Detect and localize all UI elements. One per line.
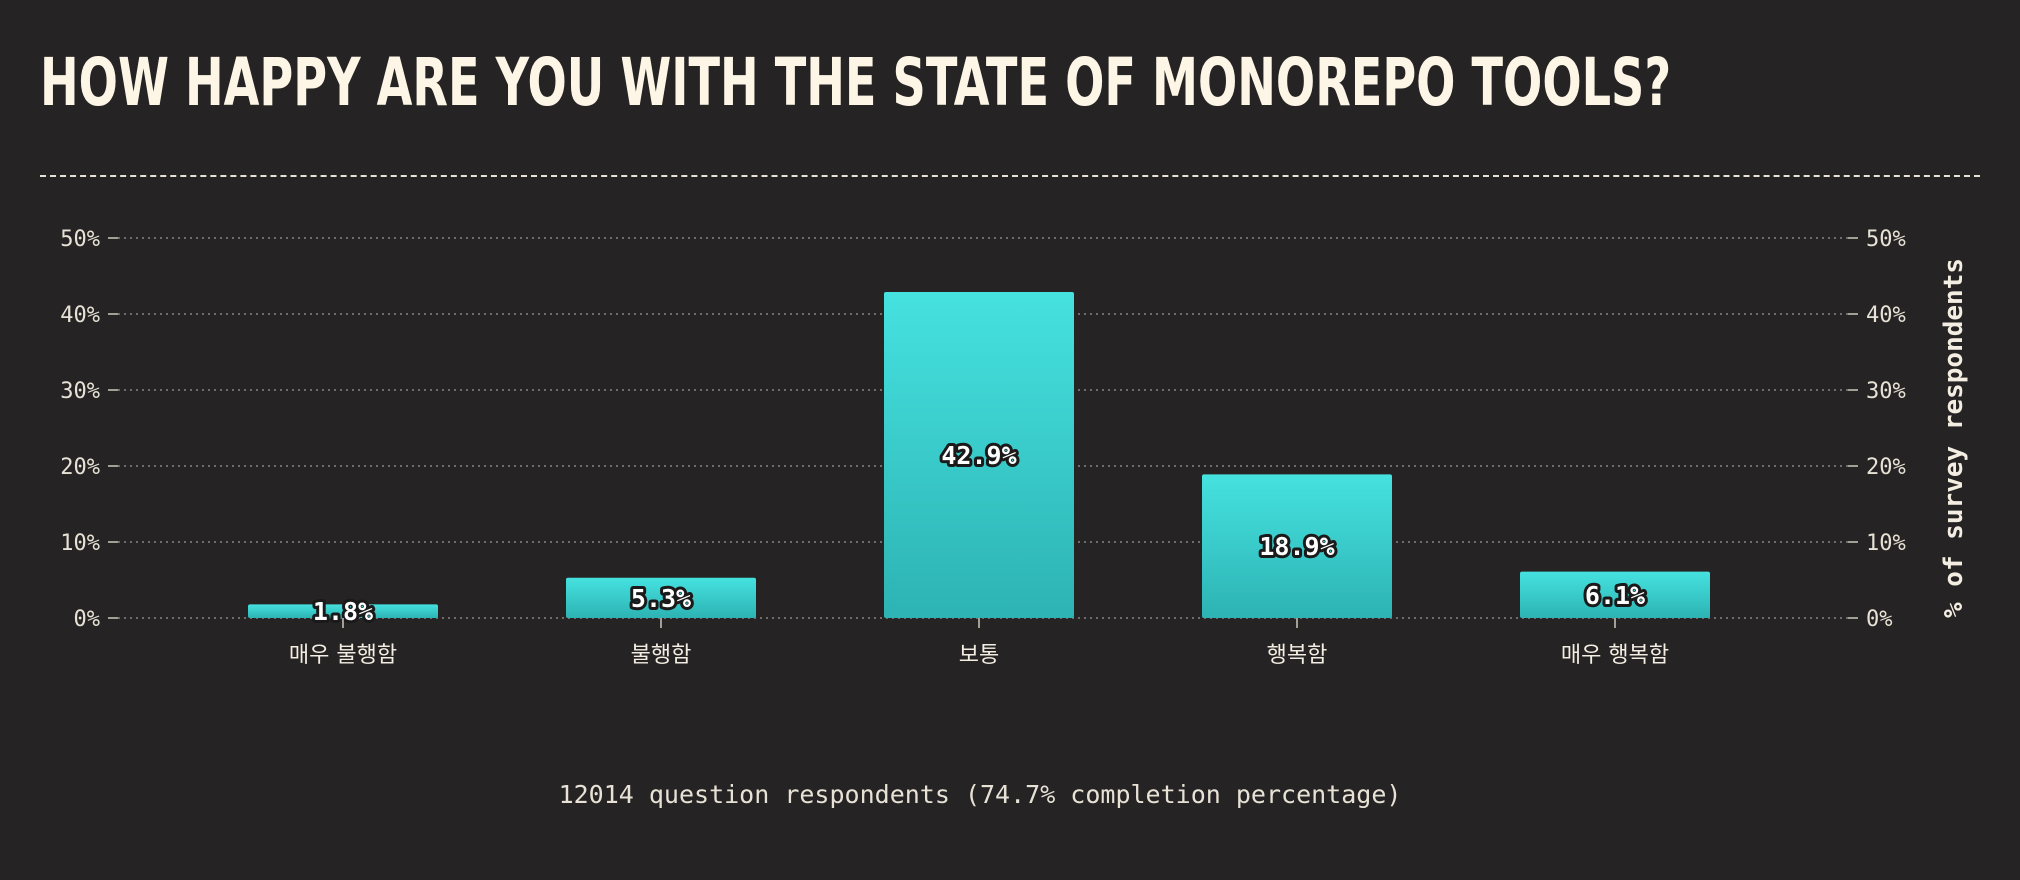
- title-divider: [40, 175, 1980, 177]
- bar-value-label: 42.9%: [941, 441, 1016, 470]
- respondents-footnote: 12014 question respondents (74.7% comple…: [558, 780, 1402, 809]
- bar-value-label: 5.3%: [631, 584, 691, 613]
- y-tick-label-right: 50%: [1866, 227, 1906, 252]
- y-tick-label-left: 0%: [74, 607, 101, 632]
- bar: [248, 604, 438, 618]
- y-tick-label-right: 30%: [1866, 379, 1906, 404]
- category-label: 불행함: [631, 643, 692, 668]
- bar: [566, 577, 756, 618]
- y-tick-label-right: 40%: [1866, 303, 1906, 328]
- left-y-axis: 0% 10% 20% 30% 40% 50%: [60, 227, 118, 632]
- category-label: 보통: [959, 643, 999, 668]
- y-tick-label-right: 20%: [1866, 455, 1906, 480]
- bar: [1520, 571, 1710, 618]
- bar-chart: 0%10%20%30%40%50% 0%10%20%30%40%50% 1.8%…: [60, 227, 1969, 668]
- y-tick-label-left: 20%: [60, 455, 100, 480]
- y-tick-label-left: 30%: [60, 379, 100, 404]
- category-label: 행복함: [1267, 643, 1328, 668]
- bar-value-label: 6.1%: [1585, 581, 1645, 610]
- y-axis-title: % of survey respondents: [1939, 258, 1969, 618]
- bars: 1.8% 5.3%42.9%18.9%6.1%: [248, 291, 1710, 629]
- category-label: 매우 행복함: [1561, 643, 1669, 668]
- y-tick-label-left: 10%: [60, 531, 100, 556]
- y-tick-label-right: 0%: [1866, 607, 1893, 632]
- y-tick-label-left: 40%: [60, 303, 100, 328]
- chart-title: HOW HAPPY ARE YOU WITH THE STATE OF MONO…: [40, 44, 1672, 121]
- bar: [884, 291, 1074, 618]
- right-y-axis: 0% 10% 20% 30% 40% 50%: [1848, 227, 1906, 632]
- category-label: 매우 불행함: [289, 643, 397, 668]
- bar: [1202, 474, 1392, 618]
- y-tick-label-right: 10%: [1866, 531, 1906, 556]
- category-labels: 매우 불행함 불행함 보통 행복함 매우 행복함: [289, 618, 1669, 668]
- bar-value-label: 18.9%: [1259, 532, 1334, 561]
- y-tick-label-left: 50%: [60, 227, 100, 252]
